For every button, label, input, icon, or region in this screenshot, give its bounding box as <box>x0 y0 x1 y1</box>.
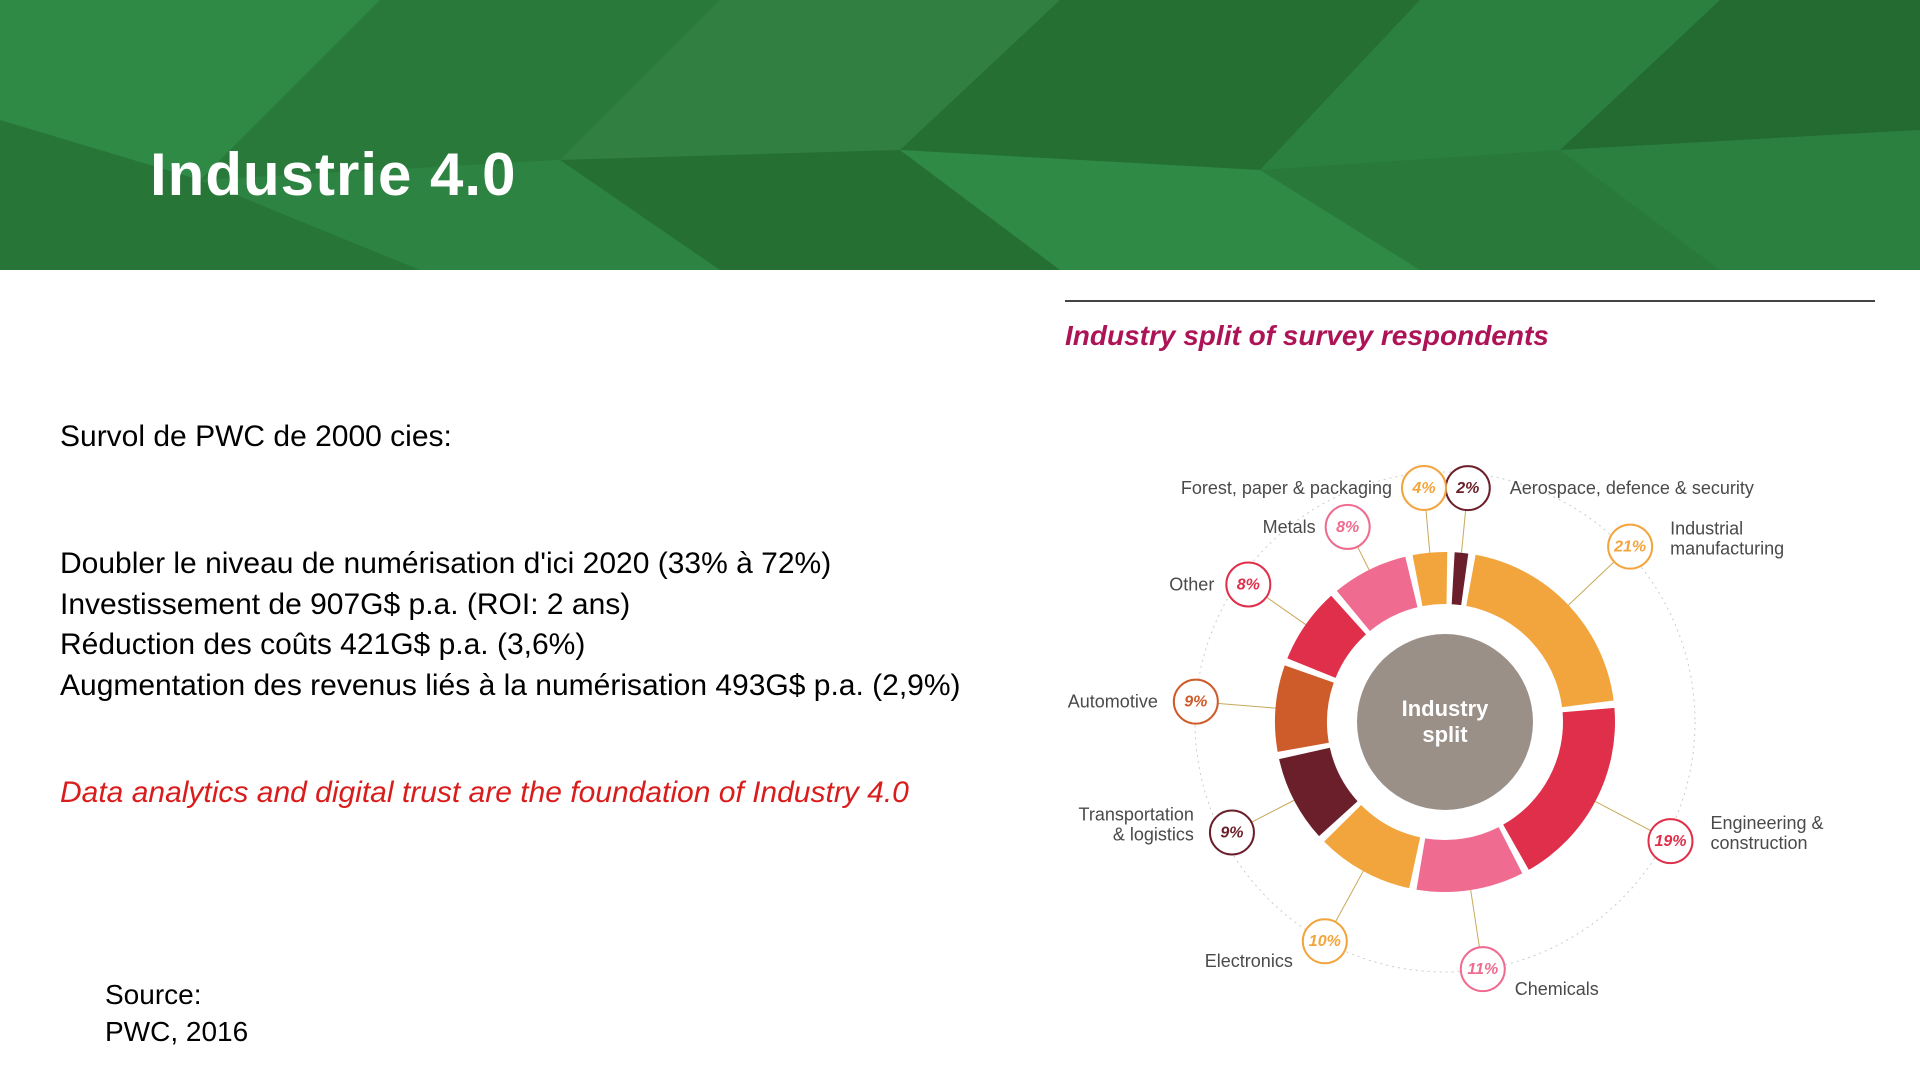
svg-text:11%: 11% <box>1467 961 1498 978</box>
bullet-item: Réduction des coûts 421G$ p.a. (3,6%) <box>60 625 1050 666</box>
slide: Industrie 4.0 Survol de PWC de 2000 cies… <box>0 0 1920 1080</box>
svg-text:9%: 9% <box>1220 824 1243 841</box>
intro-text: Survol de PWC de 2000 cies: <box>60 420 1050 454</box>
chart-title: Industry split of survey respondents <box>1065 300 1875 352</box>
donut-segment <box>1413 552 1448 606</box>
slide-body: Survol de PWC de 2000 cies: Doubler le n… <box>0 270 1920 1080</box>
donut-chart-panel: Industry split of survey respondents 2% A… <box>1065 300 1875 1062</box>
svg-text:8%: 8% <box>1336 519 1359 536</box>
svg-text:4%: 4% <box>1411 480 1435 497</box>
svg-text:9%: 9% <box>1184 694 1207 711</box>
bullet-list: Doubler le niveau de numérisation d'ici … <box>60 544 1050 706</box>
segment-label: Electronics <box>1205 951 1293 971</box>
segment-label: Chemicals <box>1515 979 1599 999</box>
svg-text:2%: 2% <box>1455 480 1479 497</box>
donut-segment <box>1275 665 1334 752</box>
segment-label: Other <box>1169 574 1214 594</box>
segment-label: Metals <box>1263 517 1316 537</box>
text-block: Survol de PWC de 2000 cies: Doubler le n… <box>60 420 1050 810</box>
svg-text:19%: 19% <box>1654 833 1686 850</box>
highlight-text: Data analytics and digital trust are the… <box>60 776 1050 810</box>
segment-label: Aerospace, defence & security <box>1510 478 1754 498</box>
slide-header: Industrie 4.0 <box>0 0 1920 270</box>
page-title: Industrie 4.0 <box>150 140 516 209</box>
svg-text:10%: 10% <box>1309 933 1341 950</box>
segment-label: Transportation& logistics <box>1079 804 1194 844</box>
source-label: Source: <box>105 979 202 1010</box>
bullet-item: Doubler le niveau de numérisation d'ici … <box>60 544 1050 585</box>
svg-text:8%: 8% <box>1237 576 1260 593</box>
bullet-item: Augmentation des revenus liés à la numér… <box>60 666 1050 707</box>
header-pattern <box>0 0 1920 270</box>
segment-label: Automotive <box>1068 692 1158 712</box>
segment-label: Forest, paper & packaging <box>1181 478 1392 498</box>
bullet-item: Investissement de 907G$ p.a. (ROI: 2 ans… <box>60 585 1050 626</box>
svg-text:21%: 21% <box>1613 539 1646 556</box>
donut-segment <box>1416 827 1522 892</box>
segment-label: Industrialmanufacturing <box>1670 519 1784 559</box>
segment-label: Engineering &construction <box>1710 813 1823 853</box>
source-value: PWC, 2016 <box>105 1016 248 1047</box>
donut-segment <box>1452 552 1469 605</box>
source-citation: Source: PWC, 2016 <box>105 977 248 1050</box>
donut-chart: 2% Aerospace, defence & security 21% Indust… <box>1065 382 1875 1062</box>
